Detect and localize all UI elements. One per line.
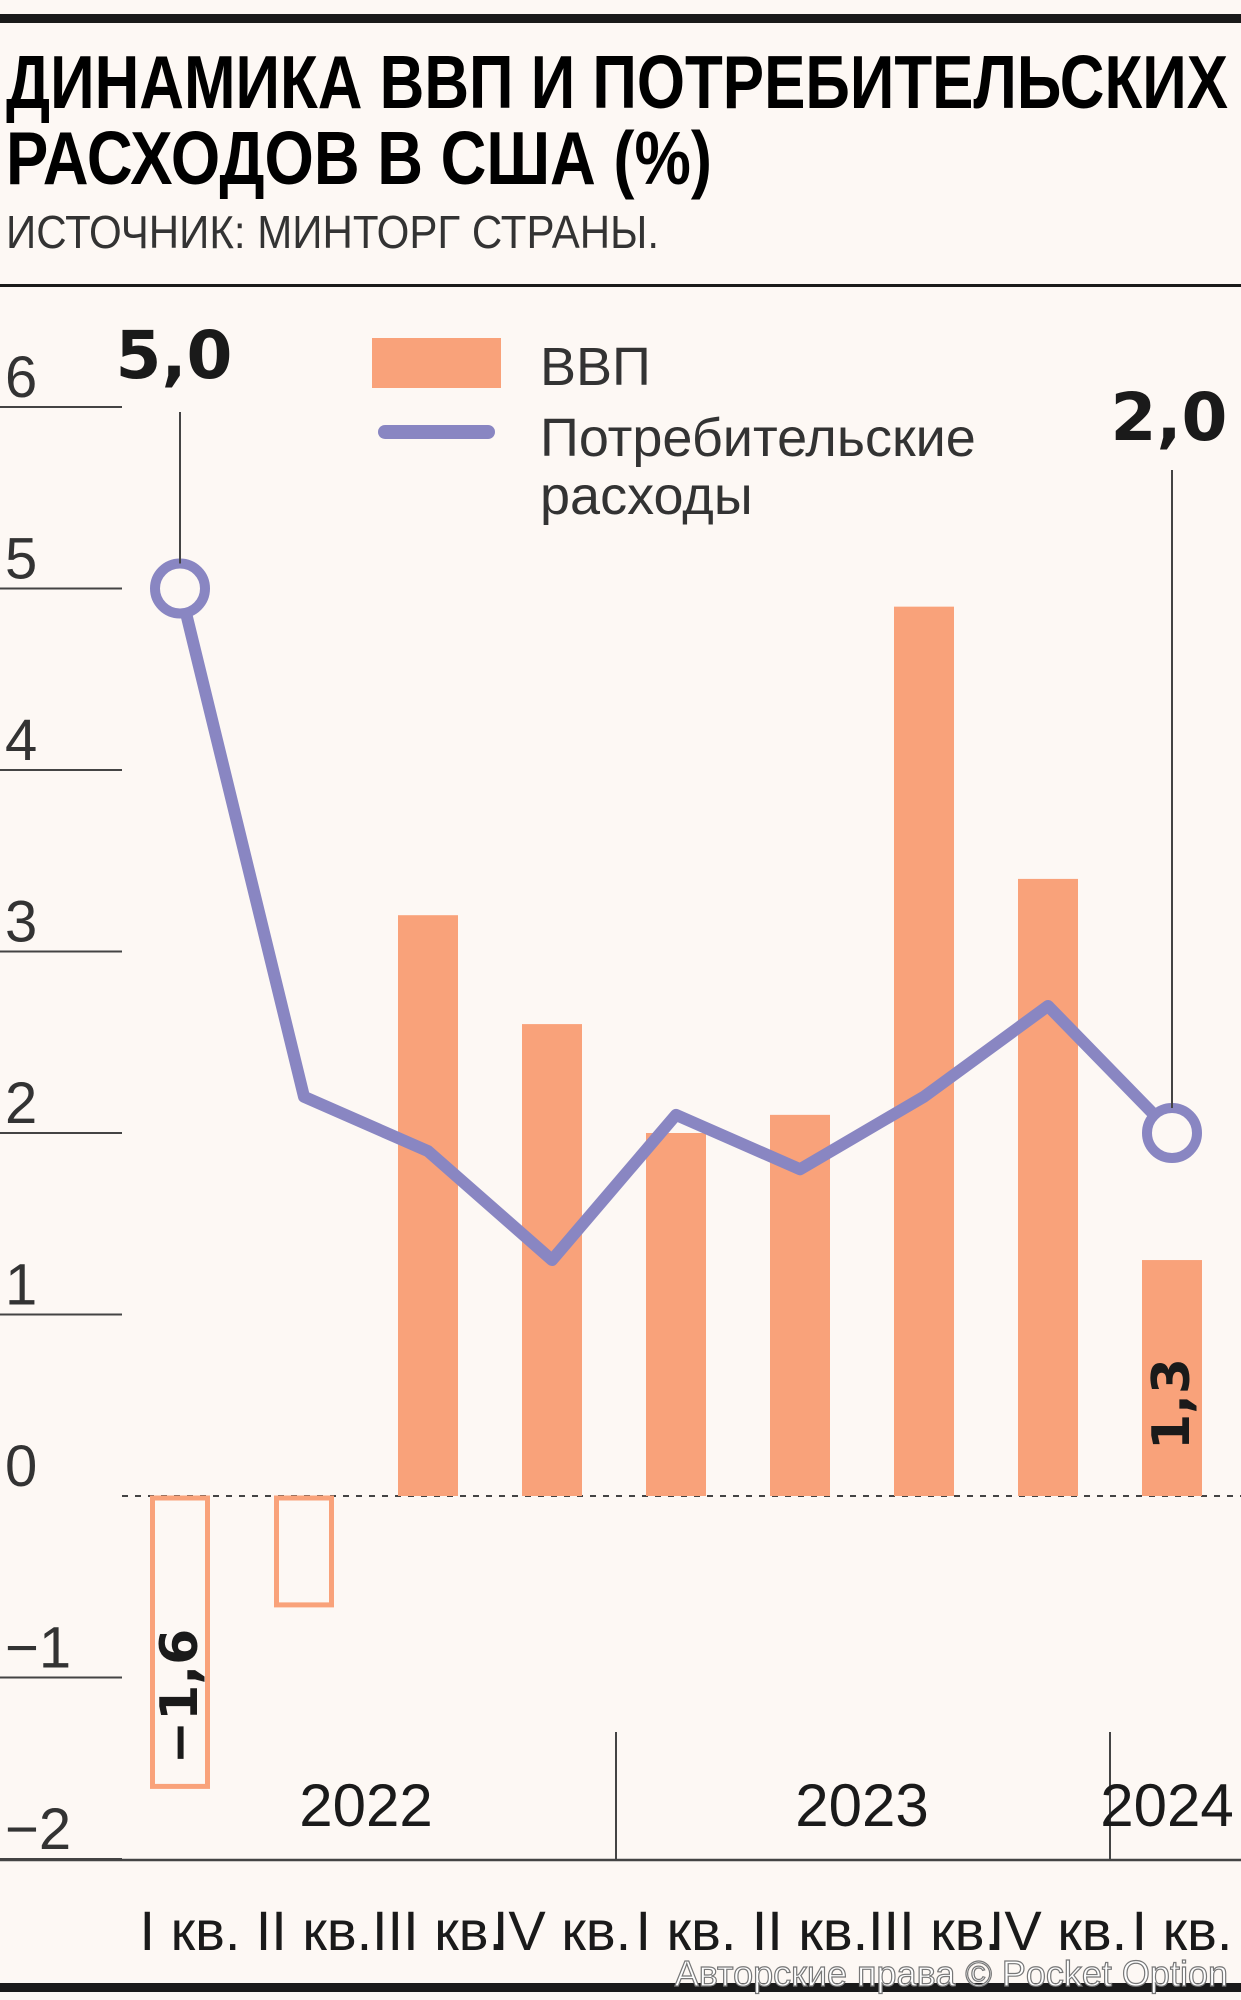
gdp-bar [770,1114,830,1496]
y-tick-label: 5 [5,527,37,592]
quarter-label: I кв. [636,1899,737,1962]
y-tick-label: −2 [5,1797,71,1862]
legend-gdp-label: ВВП [540,337,651,397]
y-tick-label: 2 [5,1071,37,1136]
quarter-label: IV кв. [989,1899,1127,1962]
y-axis: −2 −1 0 1 2 3 4 5 6 [0,345,122,1862]
gdp-bar [646,1133,706,1496]
consumer-point-last [1142,1103,1202,1163]
quarter-label: II кв. [752,1899,868,1962]
chart-title-line1: ДИНАМИКА ВВП И ПОТРЕБИТЕЛЬСКИХ [6,40,1228,124]
year-label: 2023 [795,1772,928,1839]
bottom-rule [0,1983,1241,1992]
gdp-bar-negative [150,1495,210,1789]
y-tick-label: −1 [5,1616,71,1681]
gdp-first-value-label: −1,6 [150,1629,210,1765]
y-tick-label: 3 [5,890,37,955]
header-rule [0,284,1241,287]
y-tick-label: 6 [5,345,37,410]
quarter-label: IV кв. [493,1899,631,1962]
year-label: 2022 [299,1772,432,1839]
year-label: 2024 [1100,1772,1233,1839]
quarter-label: II кв. [256,1899,372,1962]
legend-consumer-label-1: Потребительские [540,408,976,468]
gdp-bar [398,915,458,1496]
chart-subtitle: ИСТОЧНИК: МИНТОРГ СТРАНЫ. [6,206,659,258]
legend-consumer-label-2: расходы [540,466,753,526]
y-tick-label: 1 [5,1253,37,1318]
quarter-label: I кв. [140,1899,241,1962]
y-tick-label: 4 [5,708,37,773]
legend-gdp-swatch [372,338,501,388]
top-rule [0,14,1241,23]
chart-title-line2: РАСХОДОВ В США (%) [6,116,712,200]
gdp-bar [894,606,954,1496]
gdp-bar-negative [274,1495,334,1608]
consumer-last-value-label: 2,0 [1111,379,1228,456]
gdp-bar [1142,1260,1202,1496]
annotations: 5,0 2,0 −1,6 1,3 [116,317,1228,1764]
consumer-polyline [174,582,1178,1267]
consumer-first-value-label: 5,0 [116,317,233,394]
gdp-bars [150,606,1202,1789]
gdp-bar [1018,878,1078,1496]
quarter-label: III кв. [372,1899,504,1962]
consumer-point-first [150,558,210,619]
y-tick-label: 0 [5,1434,37,1499]
quarter-label: III кв. [868,1899,1000,1962]
gdp-last-value-label: 1,3 [1142,1358,1202,1450]
quarter-label: I кв. [1132,1899,1233,1962]
copyright-watermark: Авторские права © Pocket Option [675,1953,1228,1994]
